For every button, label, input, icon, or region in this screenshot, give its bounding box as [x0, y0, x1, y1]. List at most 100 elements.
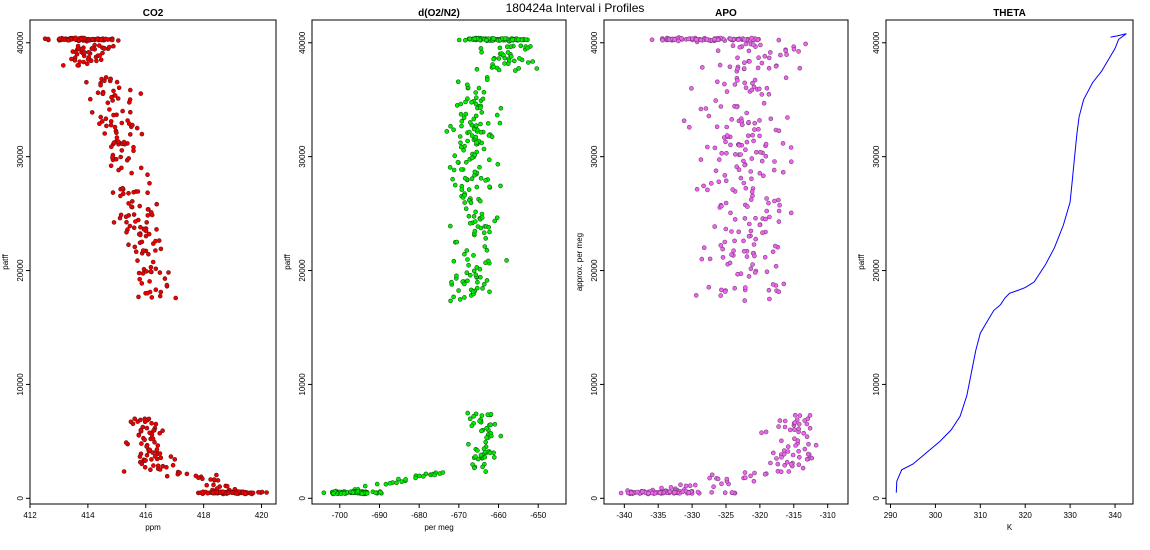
data-point — [193, 473, 199, 479]
data-point — [387, 480, 393, 486]
x-tick-label: -315 — [786, 511, 803, 520]
data-point — [464, 82, 470, 88]
y-axis-label: patff — [1, 254, 10, 270]
data-point — [494, 215, 500, 221]
data-point — [719, 151, 725, 156]
data-point — [120, 186, 125, 191]
data-point — [146, 251, 151, 257]
data-point — [776, 289, 782, 295]
data-point — [148, 269, 153, 274]
data-point — [793, 443, 798, 448]
data-point — [495, 161, 501, 167]
data-point — [158, 455, 164, 461]
data-point — [750, 132, 755, 138]
data-point — [452, 182, 458, 188]
data-point — [450, 176, 455, 182]
data-point — [112, 124, 118, 130]
data-point — [129, 170, 134, 176]
data-point — [478, 121, 483, 127]
data-point — [126, 191, 131, 196]
y-tick-label: 40000 — [590, 31, 599, 54]
data-point — [722, 173, 728, 178]
data-point — [153, 248, 158, 253]
data-point — [481, 281, 487, 287]
data-point — [154, 447, 160, 452]
data-point — [462, 193, 467, 198]
data-point — [421, 474, 426, 479]
data-point — [749, 87, 755, 93]
data-point — [505, 61, 511, 67]
data-point — [204, 482, 209, 488]
data-point — [455, 79, 461, 85]
data-point — [70, 49, 76, 54]
data-point — [374, 481, 380, 487]
data-point — [331, 491, 336, 496]
x-tick-label: 300 — [929, 511, 943, 520]
data-point — [735, 55, 740, 61]
data-point — [706, 113, 712, 119]
data-point — [776, 128, 782, 134]
data-point — [773, 64, 779, 69]
data-point — [85, 56, 91, 62]
data-point — [723, 200, 729, 206]
data-point — [510, 37, 515, 42]
data-point — [767, 296, 772, 302]
data-point — [732, 152, 738, 157]
panel-1: CO2 412 414 416 418 420 0 10000 20000 30000 40000 p… — [1, 8, 277, 532]
plot-frame — [29, 19, 277, 505]
data-point — [525, 45, 531, 51]
data-point — [472, 219, 478, 224]
data-point — [523, 37, 529, 43]
data-point — [738, 152, 743, 157]
data-point — [396, 476, 401, 482]
data-point — [764, 196, 769, 201]
y-tick-label: 0 — [298, 496, 307, 501]
data-point — [689, 86, 694, 91]
x-tick-label: 330 — [1063, 511, 1077, 520]
data-point — [741, 180, 747, 186]
data-point — [115, 96, 121, 101]
y-tick-label: 0 — [590, 496, 599, 501]
data-point — [73, 35, 78, 41]
data-point — [473, 272, 479, 278]
data-point — [145, 207, 151, 212]
data-point — [802, 446, 808, 452]
data-point — [463, 99, 468, 105]
data-point — [119, 120, 125, 126]
data-point — [772, 159, 777, 164]
data-point — [649, 37, 655, 43]
data-point — [720, 246, 726, 252]
data-point — [741, 66, 747, 71]
data-point — [745, 133, 751, 139]
data-point — [164, 473, 170, 479]
data-point — [782, 418, 788, 424]
data-point — [155, 443, 161, 448]
data-point — [742, 470, 748, 475]
data-point — [781, 451, 787, 457]
data-point — [116, 38, 121, 43]
data-point — [751, 478, 757, 484]
data-point — [724, 124, 730, 130]
data-point — [782, 462, 788, 468]
data-point — [77, 59, 82, 65]
data-point — [88, 96, 93, 102]
data-point — [723, 178, 729, 184]
data-point — [475, 279, 480, 285]
data-point — [778, 469, 784, 475]
data-point — [718, 104, 724, 109]
data-point — [137, 454, 143, 459]
data-point — [792, 412, 798, 418]
data-point — [743, 147, 748, 152]
data-point — [109, 37, 115, 43]
data-point — [764, 269, 770, 275]
data-point — [750, 80, 755, 86]
data-point — [748, 197, 754, 202]
data-point — [121, 139, 127, 145]
data-point — [133, 249, 139, 254]
y-tick-label: 40000 — [872, 31, 881, 54]
x-tick-label: 420 — [255, 511, 269, 520]
plot-area — [42, 35, 269, 497]
data-point — [795, 438, 801, 444]
data-point — [466, 213, 472, 219]
data-point — [479, 428, 484, 434]
